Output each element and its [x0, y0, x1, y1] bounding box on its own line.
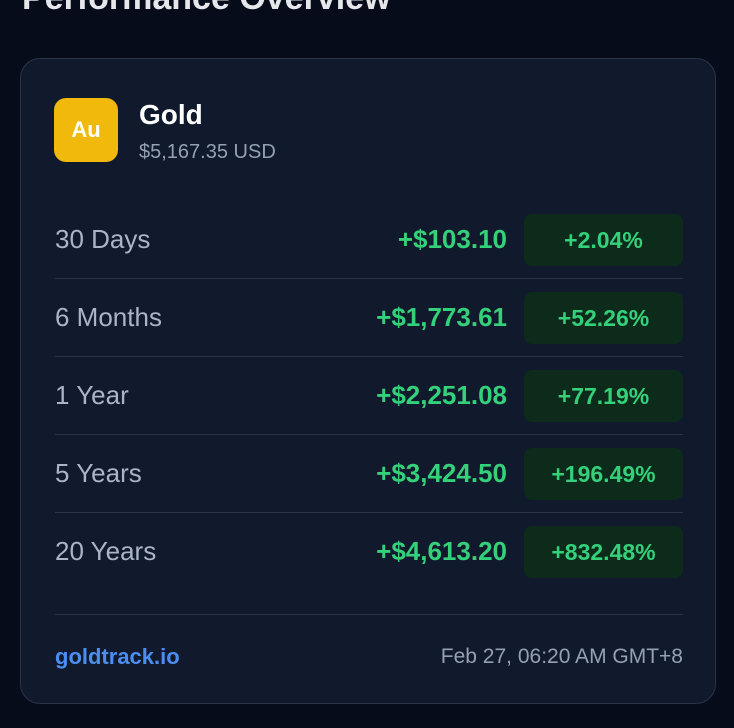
- percent-change: +52.26%: [524, 292, 683, 344]
- table-row: 6 Months +$1,773.61 +52.26%: [55, 279, 683, 357]
- period-label: 5 Years: [55, 458, 142, 488]
- period-label: 20 Years: [55, 536, 157, 566]
- divider: [55, 614, 683, 615]
- price-change: +$2,251.08: [376, 380, 507, 410]
- period-label: 1 Year: [55, 380, 129, 410]
- percent-change: +2.04%: [524, 214, 683, 266]
- performance-table: 30 Days +$103.10 +2.04% 6 Months +$1,773.61 +…: [55, 201, 683, 590]
- price-change: +$4,613.20: [376, 536, 507, 566]
- table-row: 1 Year +$2,251.08 +77.19%: [55, 357, 683, 435]
- asset-price: $5,167.35 USD: [139, 141, 276, 163]
- asset-icon: Au: [54, 98, 118, 162]
- percent-change: +832.48%: [524, 526, 683, 578]
- card: Au Gold $5,167.35 USD 30 Days +$103.10 +2.…: [20, 58, 716, 704]
- percent-change: +196.49%: [524, 448, 683, 500]
- page-title: Performance Overview: [22, 0, 391, 18]
- period-label: 6 Months: [55, 302, 162, 332]
- price-change: +$103.10: [397, 224, 507, 254]
- asset-name: Gold: [139, 99, 203, 130]
- price-change: +$1,773.61: [376, 302, 507, 332]
- table-row: 30 Days +$103.10 +2.04%: [55, 201, 683, 279]
- table-row: 20 Years +$4,613.20 +832.48%: [55, 513, 683, 590]
- period-label: 30 Days: [55, 224, 151, 254]
- price-change: +$3,424.50: [376, 458, 507, 488]
- site-link[interactable]: goldtrack.io: [55, 644, 180, 669]
- timestamp: Feb 27, 06:20 AM GMT+8: [440, 645, 683, 668]
- table-row: 5 Years +$3,424.50 +196.49%: [55, 435, 683, 513]
- percent-change: +77.19%: [524, 370, 683, 422]
